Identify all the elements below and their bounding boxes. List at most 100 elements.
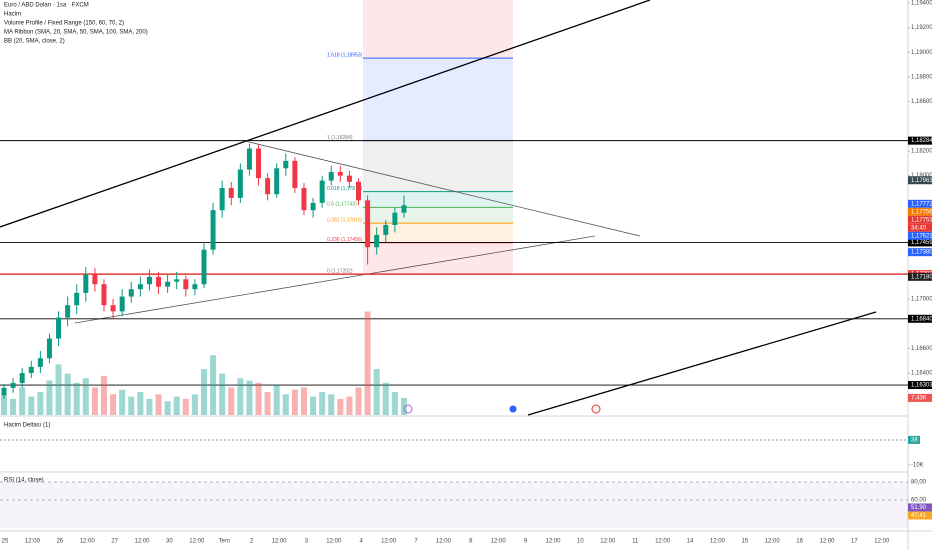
countdown-label: 34:40 bbox=[911, 225, 927, 231]
candle-body bbox=[10, 382, 16, 388]
time-label: 12:00 bbox=[25, 539, 41, 545]
candle-body bbox=[128, 289, 134, 297]
indicator-label: Hacim bbox=[4, 12, 21, 18]
level-label: 1,16303 bbox=[911, 383, 932, 389]
volume-bar bbox=[146, 398, 153, 415]
fib-zone bbox=[363, 58, 513, 141]
header: Euro / ABD Doları · 1sa · FXCM Hacim Vol… bbox=[4, 3, 148, 45]
rsi-tick-label: 80,00 bbox=[911, 480, 927, 486]
volume-bar bbox=[119, 389, 126, 415]
candle-body bbox=[210, 210, 216, 250]
time-label: 15 bbox=[741, 539, 748, 545]
volume-bar bbox=[10, 398, 17, 415]
volume-bar bbox=[228, 387, 235, 415]
candle-body bbox=[292, 160, 298, 189]
volume-bar bbox=[391, 392, 398, 415]
rsi-band bbox=[0, 482, 908, 529]
candle-body bbox=[346, 175, 352, 182]
volume-bar bbox=[155, 394, 162, 415]
candle-body bbox=[19, 373, 25, 383]
fib-zone bbox=[363, 191, 513, 208]
volume-bar bbox=[19, 387, 26, 415]
time-label: 12:00 bbox=[134, 539, 150, 545]
volume-bar bbox=[273, 385, 280, 415]
candle-body bbox=[92, 274, 98, 285]
fib-label: 1 (1,18284) bbox=[327, 135, 353, 141]
trendline bbox=[527, 311, 877, 416]
rsi-label: 51,90 bbox=[911, 505, 927, 511]
delta-tick-label: -10K bbox=[911, 463, 924, 469]
volume-bar bbox=[328, 394, 335, 415]
price-tick-label: 1,16400 bbox=[911, 371, 932, 377]
countdown-label-bg bbox=[908, 223, 932, 232]
price-tick-label: 1,18200 bbox=[911, 149, 932, 155]
fib-zone bbox=[363, 140, 513, 192]
price-label: 1,17621 bbox=[911, 233, 932, 239]
time-label: 12:00 bbox=[436, 539, 452, 545]
time-label: 7 bbox=[414, 539, 418, 545]
candle-body bbox=[219, 188, 225, 211]
volume-bar bbox=[64, 373, 71, 415]
volume-bar bbox=[100, 375, 107, 415]
price-tick-label: 1,16600 bbox=[911, 346, 932, 352]
time-label: 17 bbox=[851, 539, 858, 545]
price-label: 1,17756 bbox=[911, 209, 932, 215]
volume-bar bbox=[91, 387, 98, 415]
candle-body bbox=[356, 181, 362, 201]
time-label: 12:00 bbox=[655, 539, 671, 545]
candle-body bbox=[237, 169, 243, 198]
level-label-bg bbox=[908, 136, 932, 145]
volume-bar bbox=[55, 364, 62, 415]
price-label-bg bbox=[908, 215, 932, 224]
level-label-bg bbox=[908, 381, 932, 390]
time-label: 4 bbox=[360, 539, 364, 545]
fib-zone bbox=[363, 242, 513, 275]
candle-body bbox=[374, 234, 380, 248]
price-label-bg bbox=[908, 231, 932, 240]
tick-bg bbox=[908, 435, 920, 444]
candle-body bbox=[319, 180, 325, 203]
pane-title: RSI (14, close) bbox=[4, 478, 44, 484]
price-label-bg bbox=[908, 176, 932, 185]
event-icon[interactable] bbox=[403, 404, 413, 414]
volume-bar bbox=[319, 392, 326, 415]
candle-body bbox=[37, 358, 43, 367]
volume-bar bbox=[282, 394, 289, 415]
candle-body bbox=[65, 305, 71, 318]
time-label: 12:00 bbox=[819, 539, 835, 545]
volume-bar bbox=[37, 392, 44, 415]
level-label: 1,16840 bbox=[911, 316, 932, 322]
candle-body bbox=[165, 281, 171, 287]
fib-zone bbox=[363, 223, 513, 243]
candle-body bbox=[401, 205, 407, 213]
price-label-bg bbox=[908, 207, 932, 216]
volume-bar bbox=[110, 394, 117, 415]
price-label: 1,17180 bbox=[911, 274, 932, 280]
volume-bar bbox=[73, 382, 80, 415]
fib-label: 0.236 (1,17456) bbox=[327, 237, 363, 243]
volume-bar bbox=[1, 394, 7, 415]
candle-body bbox=[328, 171, 334, 181]
volume-bar bbox=[291, 389, 298, 415]
event-icon[interactable] bbox=[508, 404, 518, 414]
volume-bar bbox=[210, 355, 217, 415]
time-label: 12:00 bbox=[189, 539, 205, 545]
time-label: 14 bbox=[687, 539, 694, 545]
candle-body bbox=[228, 188, 234, 198]
event-icon[interactable] bbox=[591, 404, 601, 414]
fib-label: 0.618 (1,17871) bbox=[327, 186, 363, 192]
indicator-label: MA Ribbon (SMA, 20, SMA, 50, SMA, 100, S… bbox=[4, 30, 148, 36]
level-label-bg bbox=[908, 314, 932, 323]
volume-bar bbox=[164, 401, 171, 415]
volume-bar bbox=[182, 398, 189, 415]
time-label: 25 bbox=[2, 539, 9, 545]
time-label: 12:00 bbox=[710, 539, 726, 545]
time-label: 9 bbox=[524, 539, 528, 545]
candle-body bbox=[365, 200, 371, 248]
fib-zone bbox=[363, 207, 513, 224]
time-label: 11 bbox=[632, 539, 639, 545]
candle-body bbox=[156, 276, 162, 287]
candle-body bbox=[174, 279, 180, 282]
